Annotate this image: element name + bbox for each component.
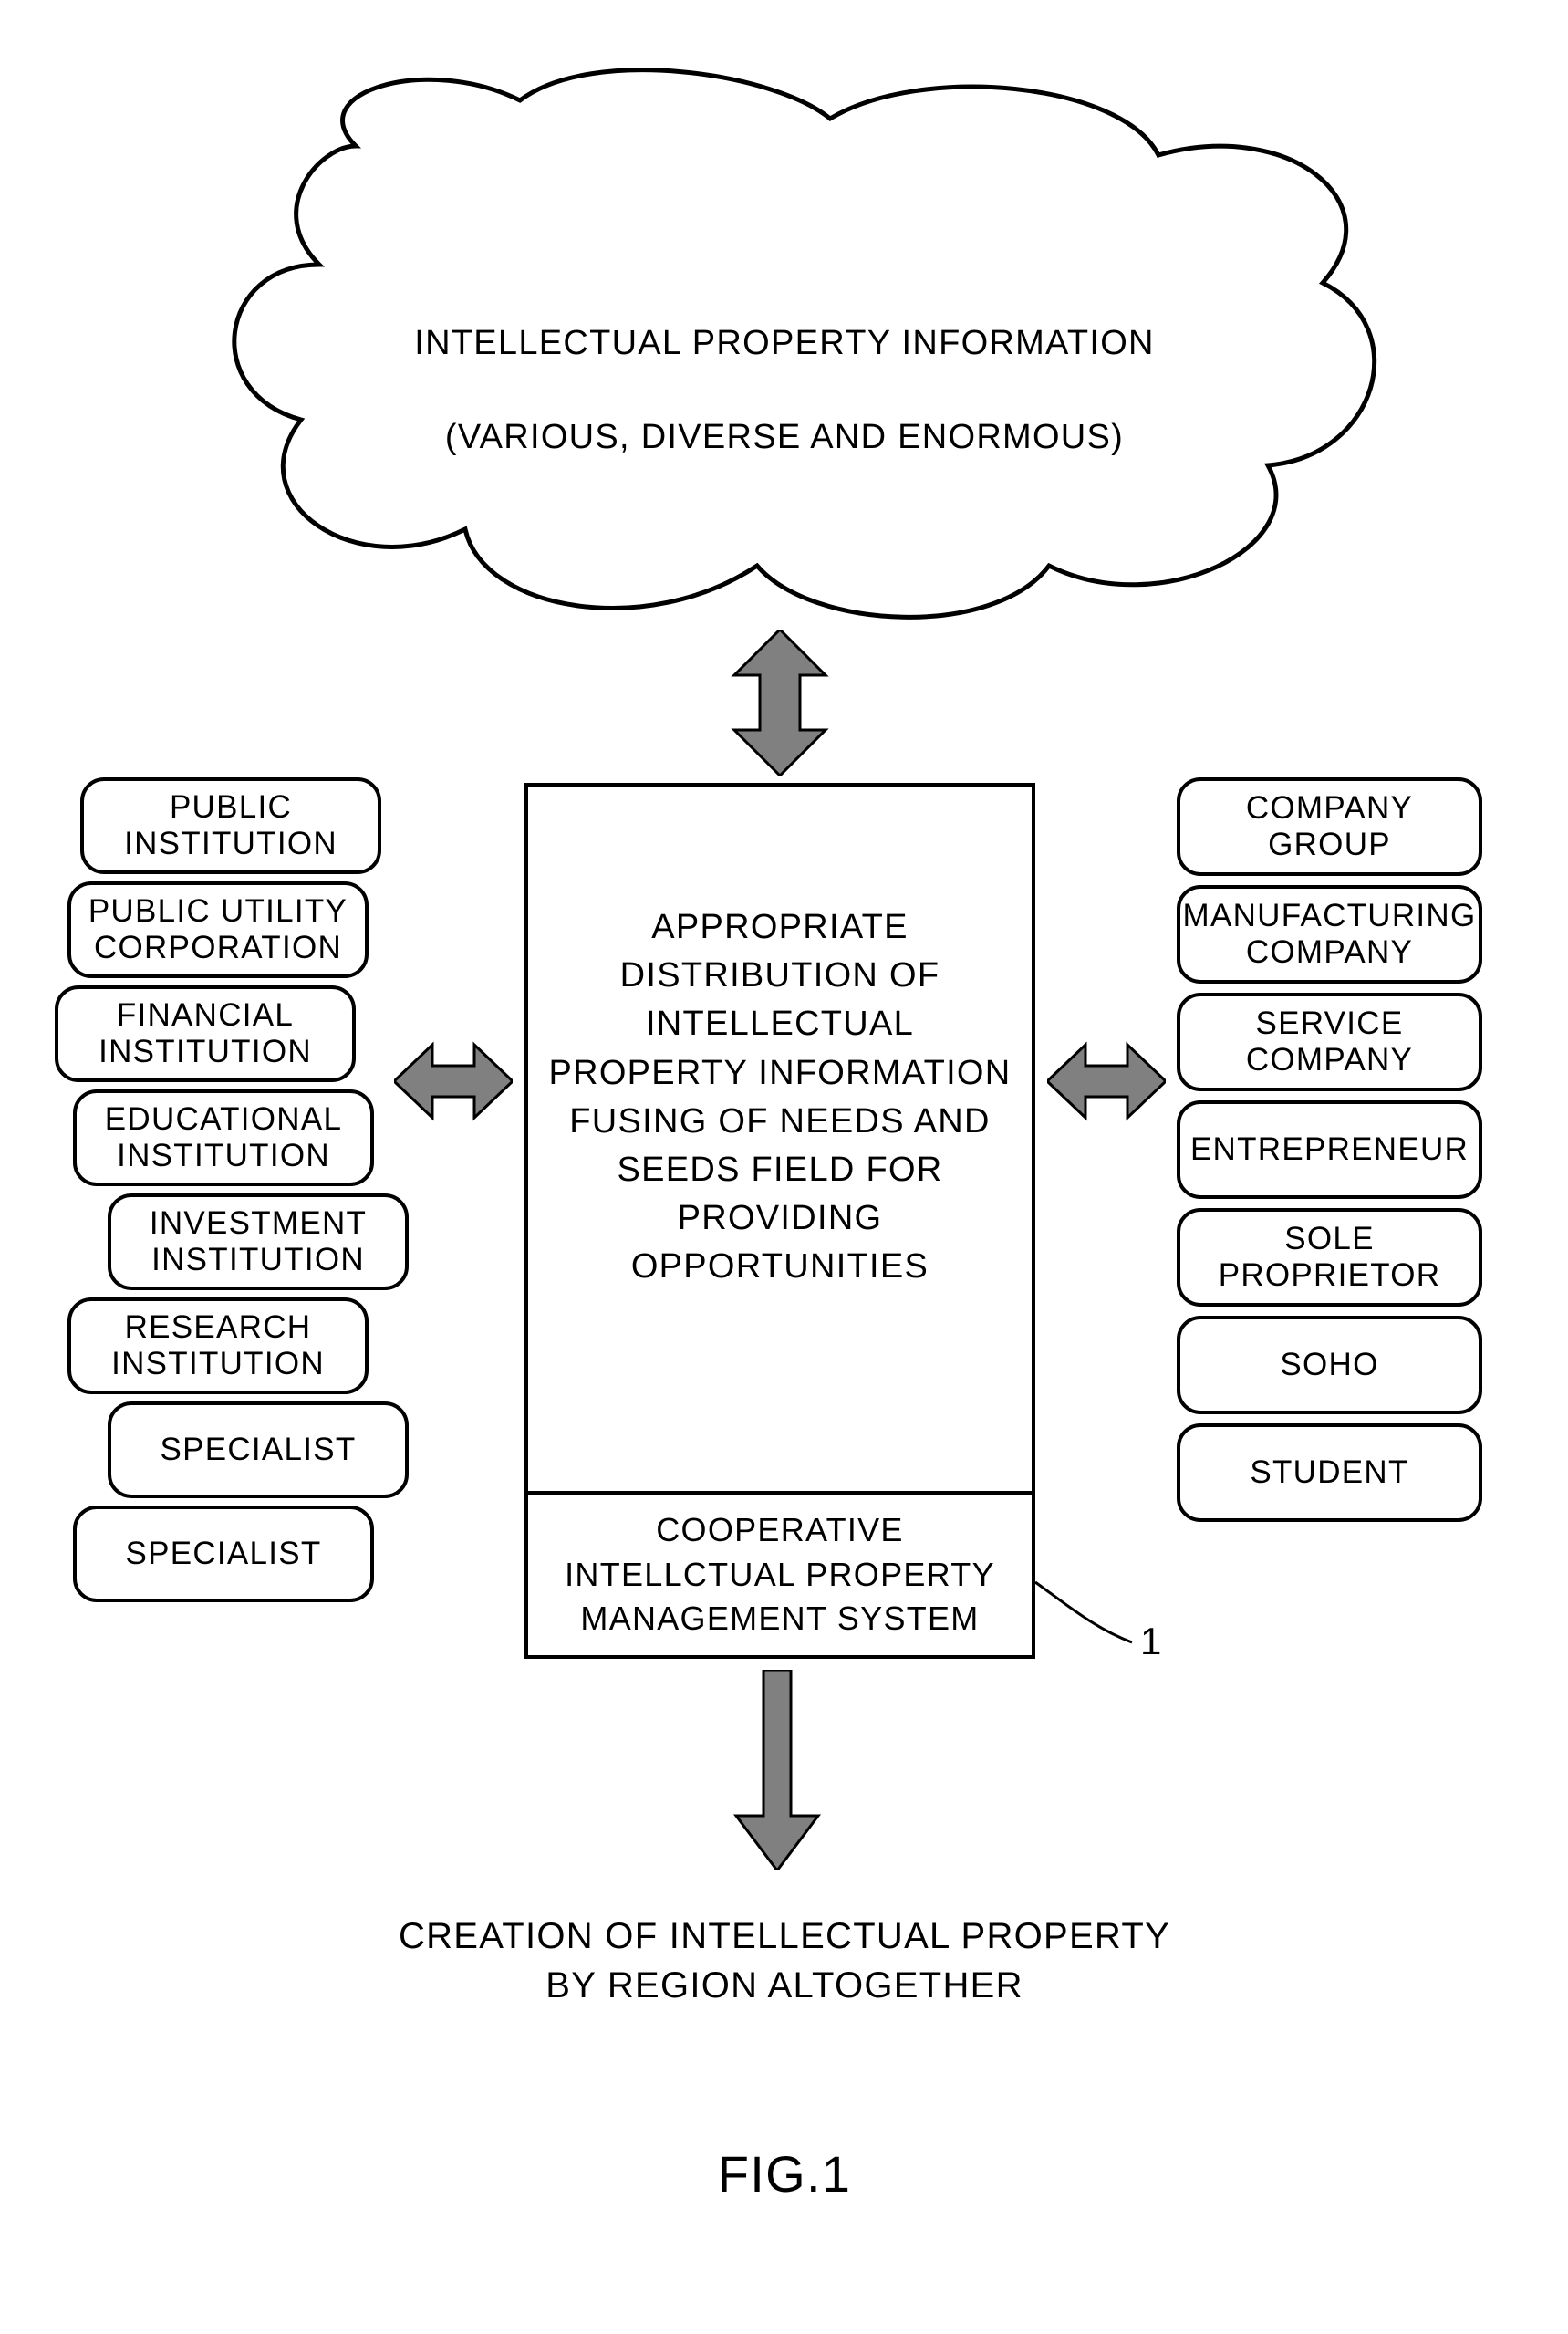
figure-caption: FIG.1 [693, 2144, 876, 2204]
arrow-top [730, 630, 830, 776]
left-entity-pill: PUBLIC INSTITUTION [80, 777, 381, 874]
entity-label: SPECIALIST [125, 1536, 321, 1572]
left-entity-pill: EDUCATIONAL INSTITUTION [73, 1089, 374, 1186]
callout-line [1032, 1579, 1141, 1652]
result-line1: CREATION OF INTELLECTUAL PROPERTY [399, 1916, 1170, 1956]
right-entity-pill: ENTREPRENEUR [1177, 1100, 1482, 1199]
left-entity-pill: RESEARCH INSTITUTION [67, 1297, 369, 1394]
center-main-text: APPROPRIATE DISTRIBUTION OF INTELLECTUAL… [543, 903, 1017, 1292]
reference-number: 1 [1140, 1620, 1163, 1663]
right-entity-pill: STUDENT [1177, 1423, 1482, 1522]
entity-label: INVESTMENT INSTITUTION [119, 1205, 398, 1279]
entity-label: PUBLIC INSTITUTION [91, 789, 370, 863]
entity-label: PUBLIC UTILITY CORPORATION [78, 893, 358, 967]
entity-label: SOLE PROPRIETOR [1188, 1221, 1471, 1295]
entity-label: SPECIALIST [160, 1432, 356, 1468]
right-entity-pill: SOLE PROPRIETOR [1177, 1208, 1482, 1307]
right-entity-pill: COMPANY GROUP [1177, 777, 1482, 876]
arrow-right [1047, 1040, 1166, 1122]
entity-label: RESEARCH INSTITUTION [78, 1309, 358, 1383]
entity-label: EDUCATIONAL INSTITUTION [84, 1101, 363, 1175]
left-entity-pill: SPECIALIST [108, 1401, 409, 1498]
center-sub-box: COOPERATIVE INTELLCTUAL PROPERTY MANAGEM… [524, 1491, 1035, 1659]
arrow-down [732, 1670, 823, 1870]
left-entity-pill: INVESTMENT INSTITUTION [108, 1193, 409, 1290]
diagram-page: INTELLECTUAL PROPERTY INFORMATION (VARIO… [0, 0, 1568, 2334]
arrow-left [394, 1040, 513, 1122]
left-entity-pill: PUBLIC UTILITY CORPORATION [67, 881, 369, 978]
result-text: CREATION OF INTELLECTUAL PROPERTY BY REG… [365, 1912, 1204, 2010]
right-entity-pill: MANUFACTURING COMPANY [1177, 885, 1482, 984]
cloud-line1: INTELLECTUAL PROPERTY INFORMATION [414, 324, 1155, 362]
entity-label: STUDENT [1250, 1454, 1408, 1491]
left-entity-pill: SPECIALIST [73, 1506, 374, 1602]
right-entity-pill: SERVICE COMPANY [1177, 993, 1482, 1091]
left-entity-pill: FINANCIAL INSTITUTION [55, 985, 356, 1082]
entity-label: SOHO [1280, 1347, 1378, 1383]
entity-label: SERVICE COMPANY [1188, 1005, 1471, 1079]
result-line2: BY REGION ALTOGETHER [545, 1965, 1023, 2006]
entity-label: MANUFACTURING COMPANY [1183, 898, 1477, 972]
cloud-text: INTELLECTUAL PROPERTY INFORMATION (VARIO… [328, 274, 1241, 461]
entity-label: COMPANY GROUP [1188, 790, 1471, 864]
cloud-line2: (VARIOUS, DIVERSE AND ENORMOUS) [445, 418, 1124, 456]
right-entity-pill: SOHO [1177, 1316, 1482, 1414]
entity-label: FINANCIAL INSTITUTION [66, 997, 345, 1071]
entity-label: ENTREPRENEUR [1190, 1131, 1469, 1168]
center-sub-text: COOPERATIVE INTELLCTUAL PROPERTY MANAGEM… [537, 1508, 1023, 1641]
